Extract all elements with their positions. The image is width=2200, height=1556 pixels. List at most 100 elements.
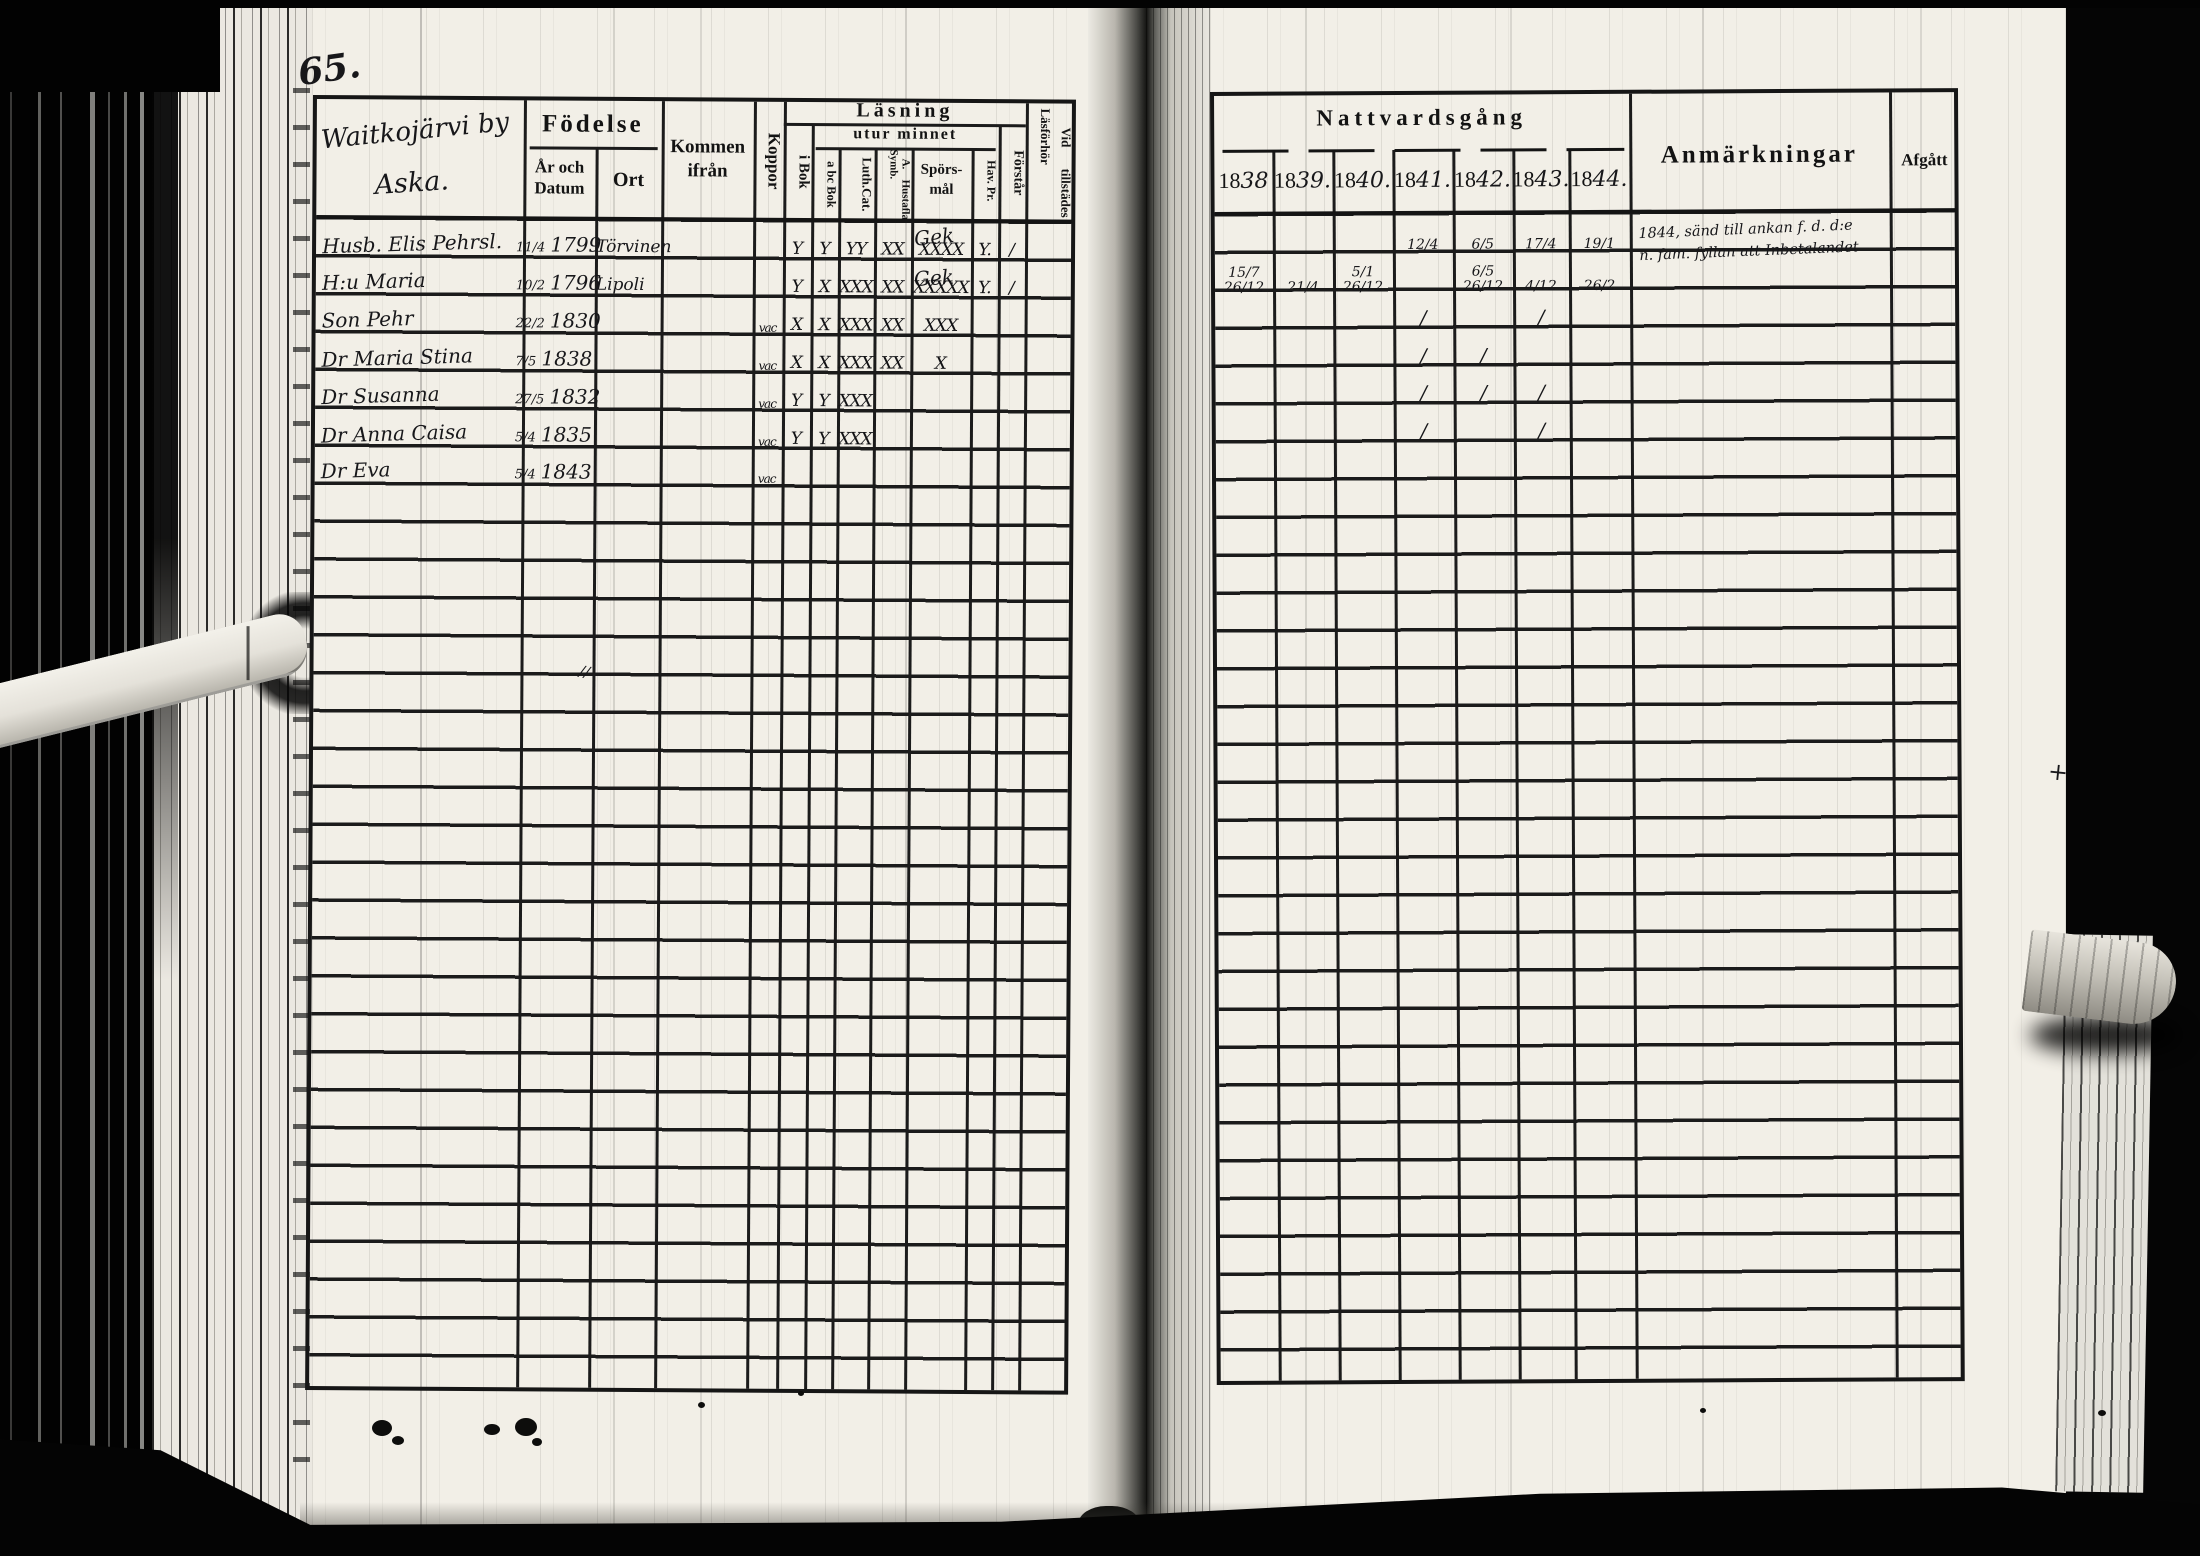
page-number: 65. xyxy=(295,43,364,95)
birth-date: 10/2 1796 xyxy=(516,270,602,295)
mark-hustafla: XX xyxy=(881,277,904,298)
reading-marks: vac Y Y XXX xyxy=(752,390,1024,411)
year-header: 1839. xyxy=(1272,167,1332,194)
year-printed: 18 xyxy=(1273,167,1297,193)
ink-blot xyxy=(532,1438,542,1446)
mark-abc: Y xyxy=(819,239,830,260)
year-written: 41. xyxy=(1415,167,1452,193)
stray-plus-mark: + xyxy=(2046,757,2070,787)
sporsmal-line2: mål xyxy=(929,181,954,198)
stray-pen-mark: // xyxy=(577,661,592,682)
reading-marks: vac X X XXX XX XXX xyxy=(753,314,1025,336)
kommen-label: Kommen xyxy=(670,136,746,158)
person-name: Dr Eva xyxy=(320,457,391,484)
communion-cell: 6/5 xyxy=(1471,236,1495,253)
birth-year: 1843 xyxy=(540,459,592,485)
communion-row: 12/4 6/5 17/4 19/1 xyxy=(1215,214,1630,254)
birth-date: 22/2 1830 xyxy=(515,308,601,333)
page-edge-stack-left xyxy=(152,0,312,1556)
birth-place: Törvinen xyxy=(596,236,672,258)
village-title-line2: Aska. xyxy=(373,165,450,201)
reading-marks: vac Y Y XXX xyxy=(752,428,1024,449)
ar-och-label: År och xyxy=(534,157,585,177)
hav-pr-header: Hav. Pr. xyxy=(984,160,999,202)
mark-forstar: / xyxy=(1009,240,1014,261)
luth-cat-header: Luth.Cat. xyxy=(859,157,875,212)
mark-luthcat: YY xyxy=(845,239,867,260)
vid-lasforhor-line: Vid Läsförhör xyxy=(1037,108,1074,166)
mark-ibok: X xyxy=(790,352,802,373)
birth-place: Lipoli xyxy=(595,274,645,295)
communion-row: / / / xyxy=(1215,365,1630,406)
birth-date-frac: 27/5 xyxy=(515,391,545,408)
year-written: 43. xyxy=(1534,167,1570,193)
birth-year: 1799 xyxy=(550,232,602,257)
communion-cell: 12/4 xyxy=(1407,237,1439,254)
mark-havpr: Y. xyxy=(978,277,991,299)
spine-streak xyxy=(10,0,12,1556)
book-spine xyxy=(0,0,152,1556)
reading-marks: vac X X XXX XX X xyxy=(752,352,1024,374)
fodelse-underline xyxy=(529,146,658,151)
year-printed: 18 xyxy=(1512,166,1535,192)
communion-cell: / xyxy=(1420,381,1428,406)
register-row: Son Pehr 22/2 1830 vac X X XXX XX XXX xyxy=(316,295,1079,338)
communion-cell: / xyxy=(1393,343,1453,367)
communion-cell: / xyxy=(1420,419,1428,444)
mark-hustafla: XX xyxy=(880,353,904,374)
birth-year: 1796 xyxy=(550,270,602,295)
mark-forstar: / xyxy=(1008,278,1014,299)
ink-speck xyxy=(2098,1410,2106,1416)
mark-abc: Y xyxy=(818,390,829,411)
hustafla-line: Hustafla xyxy=(899,179,912,220)
household-examination-table: Waitkojärvi by Aska. Födelse År och Datu… xyxy=(305,95,1076,1395)
reading-marks: vac xyxy=(752,472,1024,487)
register-row: Husb. Elis Pehrsl. 11/4 1799 Törvinen Y … xyxy=(316,219,1079,262)
communion-table: Nattvardsgång 1838 1839. 1840. 1841. 184… xyxy=(1210,88,1965,1385)
birth-date-frac: 5/4 xyxy=(514,429,536,445)
birth-date-frac: 22/2 xyxy=(515,316,545,332)
lasning-header: Läsning xyxy=(856,99,954,122)
strap-shadow xyxy=(2030,1016,2182,1054)
mark-luthcat: XXX xyxy=(839,277,873,298)
koppor-mark: vac xyxy=(758,358,777,373)
communion-row: / / xyxy=(1216,403,1631,443)
mark-ibok: Y xyxy=(791,238,803,259)
mark-ibok: Y xyxy=(790,390,802,411)
mark-sporsmal: XXXX xyxy=(918,239,964,260)
column-rule xyxy=(1889,92,1899,1378)
birth-date-frac: 5/4 xyxy=(514,467,536,483)
spine-streak xyxy=(90,0,95,1556)
mark-ibok: X xyxy=(790,314,803,335)
birth-year: 1838 xyxy=(541,346,593,371)
year-header: 1844. xyxy=(1568,165,1629,192)
person-name: Dr Anna Caisa xyxy=(320,418,468,448)
communion-row: / / xyxy=(1215,289,1630,330)
i-bok-header: i Bok xyxy=(795,155,812,189)
year-header-row: 1838 1839. 1840. 1841. 1842. 1843. 1844. xyxy=(1214,150,1629,210)
koppor-mark: vac xyxy=(758,320,777,335)
birth-year: 1830 xyxy=(549,308,601,333)
year-printed: 18 xyxy=(1570,165,1593,192)
sporsmal-line1: Spörs- xyxy=(920,161,963,178)
mark-luthcat: XXX xyxy=(838,315,873,336)
ink-blot xyxy=(515,1418,537,1436)
communion-cell: / xyxy=(1393,306,1453,330)
register-row: Dr Susanna 27/5 1832 vac Y Y XXX xyxy=(315,371,1078,414)
register-row: Dr Maria Stina 7/5 1838 vac X X XXX XX X xyxy=(315,333,1078,376)
spine-streak xyxy=(140,0,144,1556)
forstar-header: Förstår xyxy=(1010,150,1026,196)
mark-abc: Y xyxy=(818,428,829,449)
birth-date-frac: 11/4 xyxy=(516,240,546,256)
communion-cell: / xyxy=(1538,418,1546,443)
book-gutter xyxy=(1088,0,1210,1556)
ink-speck xyxy=(698,1402,705,1408)
communion-cell: / xyxy=(1480,380,1488,405)
person-name: Dr Maria Stina xyxy=(321,343,474,372)
year-written: 44. xyxy=(1592,166,1628,192)
year-header: 1838 xyxy=(1214,168,1272,194)
abc-bok-header: a bc Bok xyxy=(824,160,839,208)
koppor-mark: vac xyxy=(757,472,776,487)
communion-cell: 17/4 xyxy=(1525,236,1557,253)
village-title-line1: Waitkojärvi by xyxy=(319,106,511,156)
